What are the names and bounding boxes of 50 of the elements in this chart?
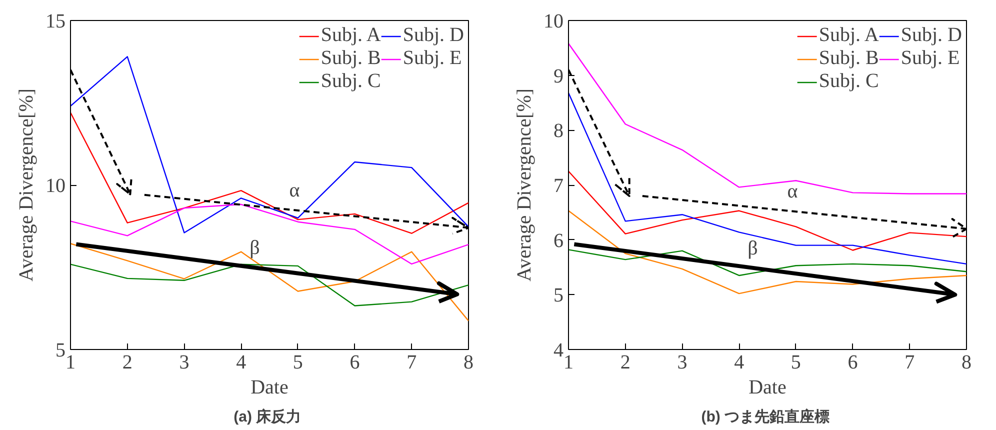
- y-axis-title: Average Divergence[%]: [16, 88, 38, 282]
- legend-label: Subj. E: [402, 47, 462, 70]
- x-tick-label: 6: [350, 352, 360, 374]
- x-tick-label: 6: [848, 352, 858, 374]
- line-series: [70, 204, 468, 265]
- x-tick-label: 4: [734, 352, 744, 374]
- x-tick-label: 7: [406, 352, 417, 374]
- x-tick-label: 3: [179, 352, 190, 374]
- legend-label: Subj. E: [900, 47, 960, 70]
- legend-label: Subj. C: [818, 70, 879, 93]
- y-axis-title: Average Divergence[%]: [514, 88, 536, 282]
- legend-label: Subj. A: [320, 24, 381, 47]
- line-series: [572, 242, 958, 304]
- y-tick-label: 5: [554, 284, 564, 307]
- legend-label: Subj. B: [320, 47, 381, 70]
- y-tick-label: 7: [554, 175, 564, 197]
- annotation: α: [787, 180, 798, 202]
- text: (b) つま先鉛直座標: [701, 408, 830, 426]
- x-tick-label: 7: [904, 352, 915, 374]
- x-tick-label: 8: [464, 352, 474, 374]
- x-tick-label: 5: [292, 352, 303, 374]
- text: (a) 床反力: [234, 408, 302, 426]
- x-tick-label: 2: [620, 352, 630, 374]
- x-axis-title: Date: [250, 376, 288, 398]
- legend-label: Subj. D: [402, 24, 464, 47]
- y-tick-label: 9: [554, 65, 564, 88]
- legend-label: Subj. D: [900, 24, 962, 47]
- x-tick-label: 1: [564, 352, 574, 374]
- line-series: [568, 210, 966, 294]
- line-series: [70, 264, 468, 306]
- line-series: [70, 112, 468, 234]
- annotation: β: [250, 237, 260, 260]
- y-tick-label: 6: [554, 230, 564, 252]
- legend-label: Subj. C: [320, 70, 381, 93]
- line-series: [568, 92, 966, 265]
- y-tick-label: 8: [554, 120, 564, 142]
- x-tick-label: 3: [677, 352, 688, 374]
- x-tick-label: 2: [122, 352, 132, 374]
- x-tick-label: 5: [790, 352, 801, 374]
- annotation: β: [748, 237, 758, 260]
- y-tick-label: 15: [46, 10, 66, 32]
- legend-label: Subj. B: [818, 47, 879, 70]
- x-axis-title: Date: [748, 376, 786, 398]
- x-tick-label: 4: [236, 352, 246, 374]
- y-tick-label: 10: [544, 10, 564, 32]
- y-tick-label: 10: [46, 175, 66, 197]
- annotation: α: [289, 179, 300, 202]
- x-tick-label: 8: [962, 352, 972, 374]
- legend-label: Subj. A: [818, 24, 879, 47]
- x-tick-label: 1: [66, 352, 76, 374]
